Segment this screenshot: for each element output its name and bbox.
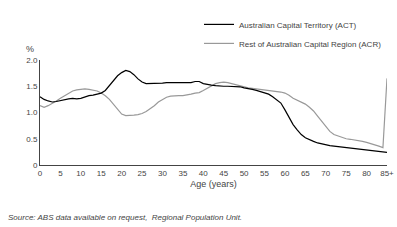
svg-text:85+: 85+ [380,169,394,178]
svg-text:40: 40 [199,169,208,178]
svg-text:35: 35 [178,169,187,178]
svg-text:2.0: 2.0 [26,56,38,65]
svg-text:Source: ABS data available on: Source: ABS data available on request, R… [8,213,242,222]
svg-text:15: 15 [97,169,106,178]
svg-text:Age (years): Age (years) [190,179,237,189]
svg-text:70: 70 [321,169,330,178]
svg-text:0: 0 [38,169,43,178]
svg-text:Australian Capital Territory (: Australian Capital Territory (ACT) [239,21,357,30]
svg-text:1.5: 1.5 [26,82,38,91]
svg-text:%: % [26,44,34,54]
svg-text:0.5: 0.5 [26,135,38,144]
svg-text:60: 60 [280,169,289,178]
svg-text:10: 10 [76,169,85,178]
svg-text:0: 0 [33,161,38,170]
svg-text:80: 80 [362,169,371,178]
svg-text:45: 45 [219,169,228,178]
svg-text:75: 75 [342,169,351,178]
svg-text:20: 20 [117,169,126,178]
svg-text:25: 25 [138,169,147,178]
svg-text:30: 30 [158,169,167,178]
svg-text:50: 50 [240,169,249,178]
svg-text:5: 5 [58,169,63,178]
svg-text:1.0: 1.0 [26,108,38,117]
svg-text:65: 65 [301,169,310,178]
svg-text:Rest of Australian Capital Reg: Rest of Australian Capital Region (ACR) [239,40,381,49]
svg-text:55: 55 [260,169,269,178]
